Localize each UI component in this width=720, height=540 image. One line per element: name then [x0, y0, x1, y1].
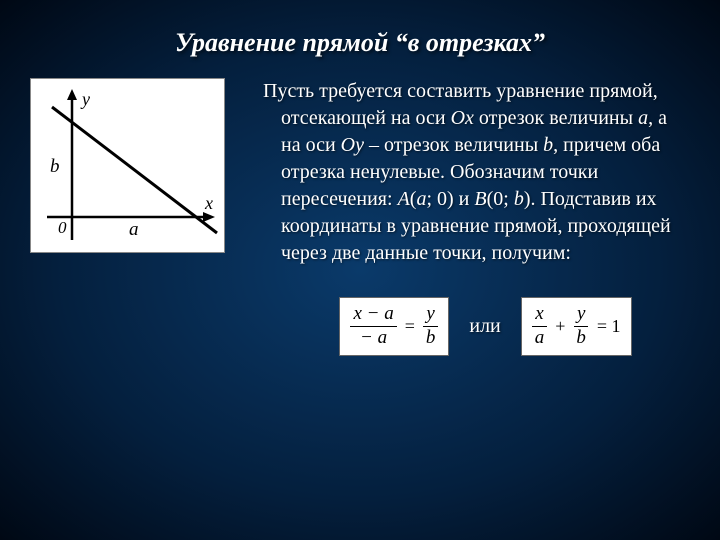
frac-2b: y b — [573, 304, 589, 349]
figure-container: y x 0 b a — [30, 78, 225, 356]
f1-den2: b — [423, 327, 439, 349]
text-Arest: ; 0) и — [426, 188, 474, 210]
f2-plus: + — [555, 314, 565, 338]
main-paragraph: Пусть требуется составить уравнение прям… — [245, 78, 690, 267]
or-word: или — [469, 313, 500, 340]
text-B: B — [474, 188, 486, 210]
text-Bb: b — [514, 188, 524, 210]
a-label: a — [129, 219, 139, 240]
f1-num2: y — [423, 304, 437, 327]
body-text: Пусть требуется составить уравнение прям… — [245, 78, 690, 356]
text-oy: Oy — [341, 134, 364, 156]
x-axis-label: x — [204, 193, 213, 213]
text-Aa: a — [416, 188, 426, 210]
f2-eq: = 1 — [597, 314, 621, 338]
f2-num2: y — [574, 304, 588, 327]
f1-eq: = — [405, 314, 415, 338]
text-ox: Ox — [451, 107, 474, 129]
frac-2a: x a — [532, 304, 548, 349]
f2-num1: x — [532, 304, 546, 327]
text-Bcoord: (0; — [487, 188, 514, 210]
text-A: A — [398, 188, 410, 210]
content-area: y x 0 b a Пусть требуется составить урав… — [0, 78, 720, 356]
frac-1b: y b — [423, 304, 439, 349]
intercept-graph-svg: y x 0 b a — [37, 85, 220, 248]
text-a1: a — [638, 107, 648, 129]
slide-title: Уравнение прямой “в отрезках” — [0, 0, 720, 78]
f2-den1: a — [532, 327, 548, 349]
text-b1: b — [543, 134, 553, 156]
y-axis-label: y — [80, 89, 90, 109]
text-p2: отрезок величины — [474, 107, 638, 129]
formula-2: x a + y b = 1 — [521, 297, 632, 356]
text-p4: – отрезок величины — [364, 134, 543, 156]
f2-den2: b — [573, 327, 589, 349]
formula-row: x − a − a = y b или x a + y b — [245, 297, 690, 356]
f1-num1: x − a — [350, 304, 396, 327]
graph-figure: y x 0 b a — [30, 78, 225, 253]
origin-label: 0 — [58, 218, 67, 237]
frac-1a: x − a − a — [350, 304, 396, 349]
f1-den1: − a — [357, 327, 390, 349]
b-label: b — [50, 156, 60, 177]
formula-1: x − a − a = y b — [339, 297, 449, 356]
